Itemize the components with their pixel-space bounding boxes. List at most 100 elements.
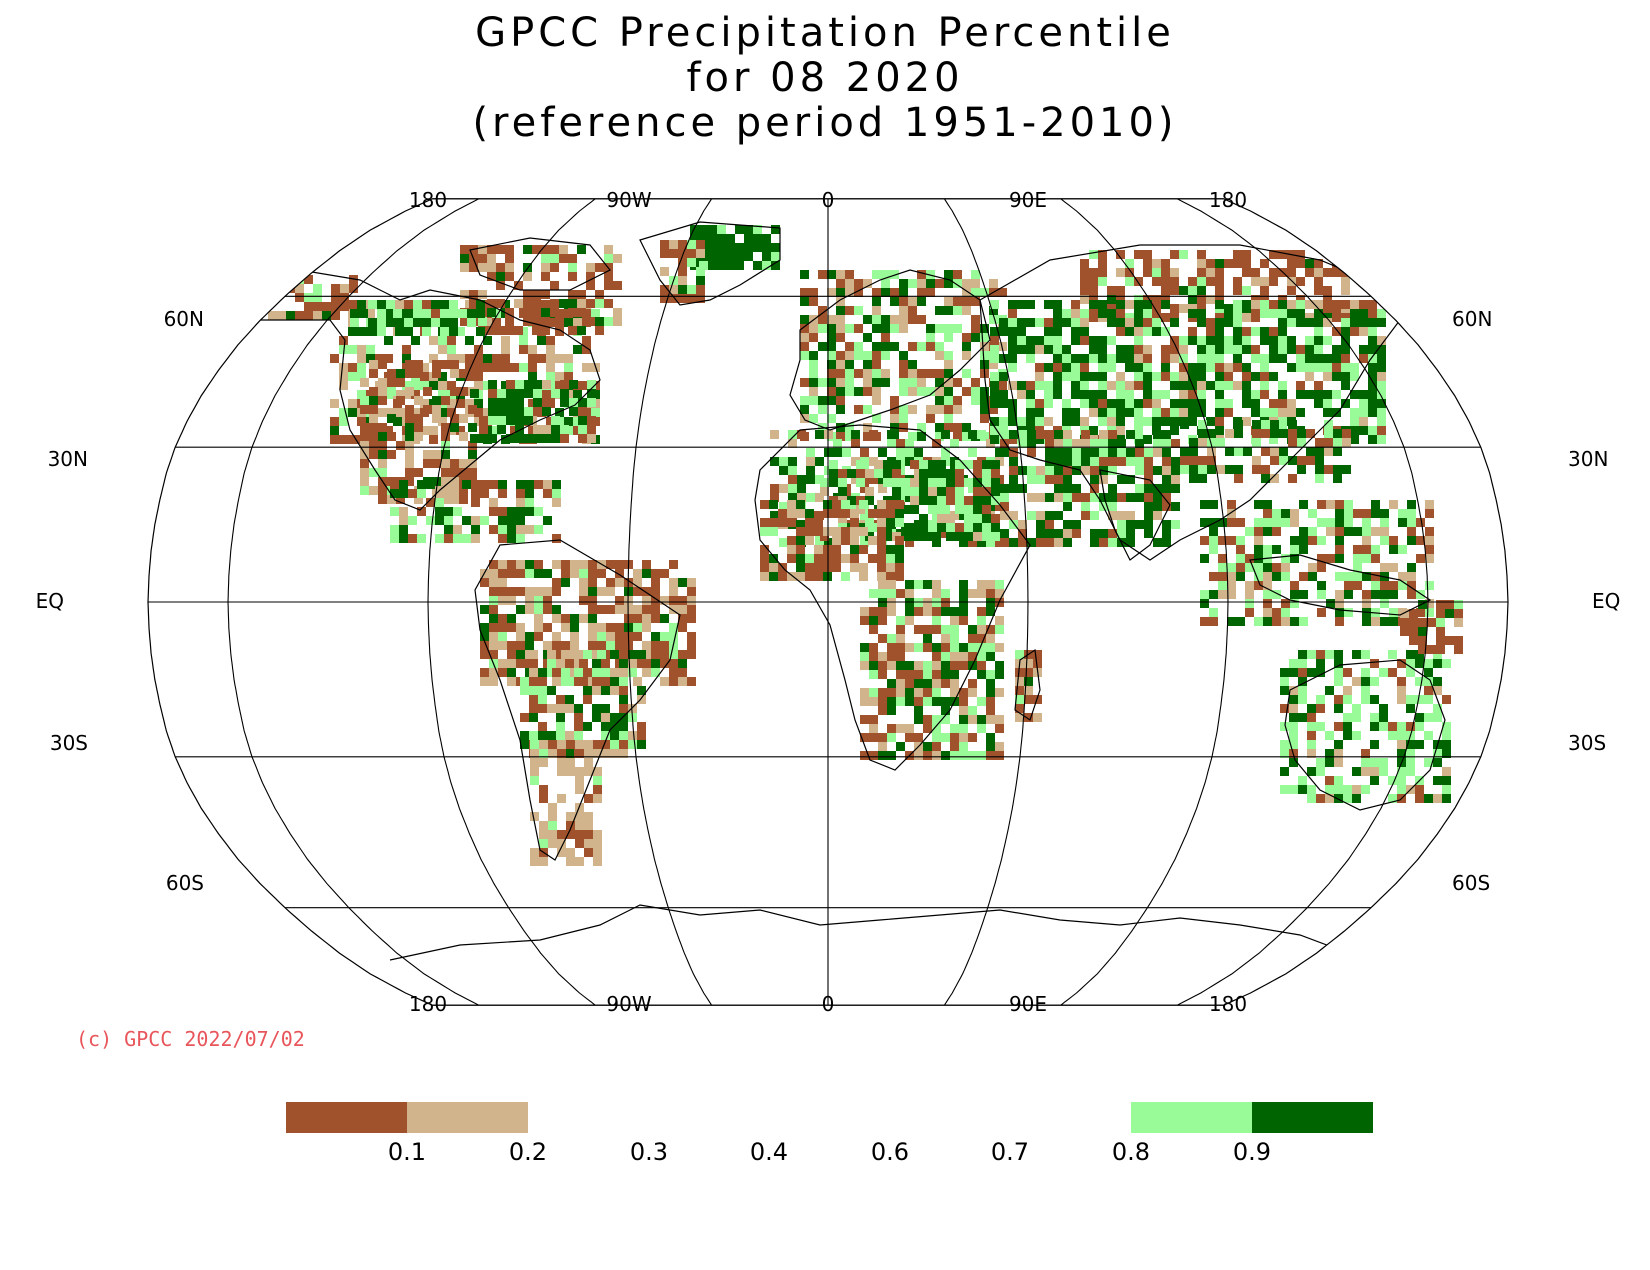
percentile-cell-very-wet — [1090, 448, 1099, 457]
percentile-cell-very-wet — [592, 713, 601, 722]
percentile-cell-very-wet — [1000, 448, 1009, 457]
percentile-cell-dry — [908, 387, 917, 396]
percentile-cell-very-wet — [1009, 475, 1018, 484]
percentile-cell-very-wet — [1009, 538, 1018, 547]
percentile-cell-wet — [1080, 381, 1089, 390]
percentile-cell-wet — [583, 650, 592, 659]
percentile-cell-dry — [899, 315, 908, 324]
percentile-cell-very-dry — [986, 697, 995, 706]
percentile-cell-very-wet — [1143, 300, 1152, 309]
percentile-cell-very-wet — [1254, 554, 1263, 563]
percentile-cell-very-wet — [496, 272, 505, 281]
percentile-cell-dry — [584, 812, 593, 821]
percentile-cell-dry — [950, 652, 959, 661]
percentile-cell-wet — [1260, 381, 1269, 390]
percentile-cell-very-wet — [378, 432, 387, 441]
percentile-cell-dry — [548, 803, 557, 812]
percentile-cell-very-wet — [932, 643, 941, 652]
percentile-cell-very-dry — [1071, 300, 1080, 309]
percentile-cell-very-dry — [841, 509, 850, 518]
percentile-cell-very-wet — [923, 742, 932, 751]
percentile-cell-very-wet — [973, 496, 982, 505]
title-line-3: (reference period 1951-2010) — [472, 100, 1177, 146]
percentile-cell-very-wet — [1333, 429, 1342, 438]
percentile-cell-very-dry — [277, 284, 286, 293]
percentile-cell-very-wet — [1270, 429, 1279, 438]
percentile-cell-wet — [1263, 518, 1272, 527]
percentile-cell-very-dry — [357, 417, 366, 426]
percentile-cell-very-dry — [1341, 268, 1350, 277]
percentile-cell-dry — [941, 634, 950, 643]
percentile-cell-very-dry — [800, 342, 809, 351]
percentile-cell-dry — [1206, 295, 1215, 304]
percentile-cell-very-dry — [1269, 327, 1278, 336]
percentile-cell-very-wet — [744, 234, 753, 243]
percentile-cell-wet — [1135, 484, 1144, 493]
percentile-cell-wet — [881, 270, 890, 279]
percentile-cell-very-wet — [523, 263, 532, 272]
percentile-cell-very-dry — [528, 354, 537, 363]
percentile-cell-very-wet — [753, 261, 762, 270]
percentile-cell-wet — [1200, 590, 1209, 599]
percentile-cell-very-dry — [498, 623, 507, 632]
lat-label-right: 30N — [1568, 447, 1608, 471]
percentile-cell-dry — [1362, 599, 1371, 608]
percentile-cell-very-dry — [387, 378, 396, 387]
percentile-cell-dry — [483, 408, 492, 417]
percentile-cell-wet — [546, 372, 555, 381]
percentile-cell-very-dry — [396, 396, 405, 405]
percentile-cell-very-wet — [1188, 295, 1197, 304]
percentile-cell-dry — [507, 659, 516, 668]
percentile-cell-wet — [1298, 686, 1307, 695]
percentile-cell-very-wet — [1209, 500, 1218, 509]
percentile-cell-very-wet — [1063, 475, 1072, 484]
percentile-cell-very-wet — [1341, 381, 1350, 390]
percentile-cell-very-wet — [1188, 336, 1197, 345]
percentile-cell-wet — [1215, 354, 1224, 363]
percentile-cell-very-dry — [478, 254, 487, 263]
percentile-cell-wet — [1316, 758, 1325, 767]
percentile-cell-dry — [529, 650, 538, 659]
percentile-cell-very-wet — [538, 731, 547, 740]
percentile-cell-dry — [1334, 749, 1343, 758]
longitude-labels-top: 180 90W 0 90E 180 — [409, 188, 1247, 212]
percentile-cell-very-dry — [982, 487, 991, 496]
percentile-cell-very-wet — [368, 318, 377, 327]
percentile-cell-very-dry — [1278, 250, 1287, 259]
percentile-cell-very-dry — [520, 659, 529, 668]
percentile-cell-wet — [1081, 502, 1090, 511]
percentile-cell-very-wet — [944, 279, 953, 288]
percentile-cell-very-dry — [1316, 794, 1325, 803]
percentile-cell-very-wet — [1334, 659, 1343, 668]
percentile-cell-very-dry — [1323, 304, 1332, 313]
percentile-cell-wet — [977, 616, 986, 625]
percentile-cell-very-wet — [1380, 509, 1389, 518]
percentile-cell-wet — [1380, 536, 1389, 545]
percentile-cell-very-wet — [1344, 527, 1353, 536]
percentile-cell-very-wet — [809, 378, 818, 387]
percentile-cell-very-dry — [832, 563, 841, 572]
percentile-cell-very-wet — [366, 354, 375, 363]
percentile-cell-wet — [1352, 713, 1361, 722]
percentile-cell-wet — [968, 643, 977, 652]
percentile-cell-wet — [1424, 677, 1433, 686]
percentile-cell-very-dry — [1234, 474, 1243, 483]
percentile-cell-very-wet — [838, 487, 847, 496]
percentile-cell-dry — [633, 677, 642, 686]
percentile-cell-wet — [964, 523, 973, 532]
percentile-cell-very-dry — [578, 434, 587, 443]
percentile-cell-dry — [908, 369, 917, 378]
percentile-cell-very-dry — [414, 468, 423, 477]
percentile-cell-wet — [441, 441, 450, 450]
percentile-cell-wet — [1227, 563, 1236, 572]
percentile-cell-dry — [1170, 354, 1179, 363]
percentile-cell-dry — [1197, 259, 1206, 268]
percentile-cell-very-wet — [1299, 536, 1308, 545]
percentile-cell-very-wet — [525, 641, 534, 650]
percentile-cell-very-wet — [1116, 300, 1125, 309]
percentile-cell-wet — [1314, 363, 1323, 372]
percentile-cell-dry — [339, 363, 348, 372]
percentile-cell-very-wet — [1442, 794, 1451, 803]
percentile-cell-very-wet — [1233, 354, 1242, 363]
percentile-cell-wet — [869, 589, 878, 598]
